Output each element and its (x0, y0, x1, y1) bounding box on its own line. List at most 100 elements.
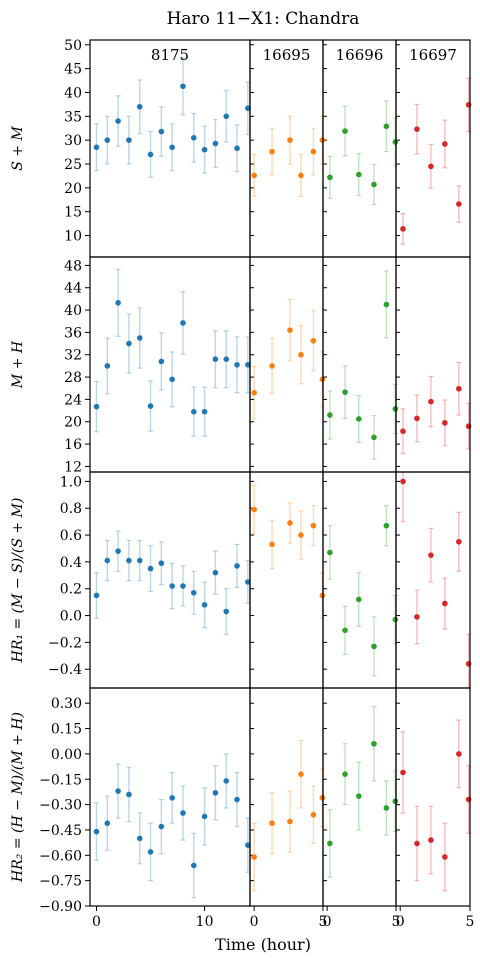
data-point-8175-row-3-pt-14 (245, 842, 251, 848)
data-point-16697-row-1-pt-3 (442, 420, 448, 426)
data-point-8175-row-2-pt-4 (136, 557, 143, 564)
y-axis-label-row-2: HR₁ = (M − S)/(S + M) (10, 498, 26, 664)
data-point-8175-row-2-pt-13 (234, 563, 240, 569)
data-point-16696-row-3-pt-0 (327, 840, 333, 847)
data-point-16695-row-3-pt-5 (319, 795, 326, 801)
x-tick-label-16696: 5 (392, 914, 401, 930)
data-point-16696-row-0-pt-1 (342, 128, 348, 134)
data-point-16695-row-0-pt-3 (298, 172, 304, 179)
y-tick-label-row-0: 40 (64, 85, 82, 101)
panel-frame-row-2-col-0 (89, 471, 251, 689)
data-point-8175-row-0-pt-6 (158, 128, 165, 135)
data-point-8175-row-3-pt-2 (115, 788, 121, 794)
data-point-8175-row-1-pt-10 (201, 408, 208, 415)
data-point-16696-row-1-pt-4 (383, 301, 390, 308)
y-tick-label-row-0: 20 (64, 181, 82, 197)
data-point-8175-row-0-pt-7 (169, 144, 175, 151)
obsid-label-8175: 8175 (151, 46, 189, 64)
y-tick-label-row-3: 0.15 (51, 722, 82, 738)
data-point-8175-row-1-pt-7 (169, 376, 175, 383)
data-point-16695-row-3-pt-4 (310, 811, 317, 818)
y-tick-label-row-1: 36 (64, 325, 82, 341)
data-point-16695-row-3-pt-1 (269, 820, 275, 826)
data-point-8175-row-0-pt-2 (115, 118, 121, 124)
data-point-16696-row-3-pt-2 (356, 793, 362, 799)
data-point-16696-row-2-pt-5 (392, 616, 399, 623)
data-point-8175-row-0-pt-8 (180, 83, 186, 90)
y-tick-label-row-1: 28 (64, 370, 82, 386)
data-point-8175-row-3-pt-5 (147, 849, 154, 855)
x-tick-label-16696: 0 (323, 914, 332, 930)
y-tick-label-row-3: −0.30 (39, 798, 82, 814)
data-point-8175-row-2-pt-8 (180, 583, 186, 589)
data-point-16696-row-2-pt-4 (383, 522, 390, 529)
data-point-16697-row-2-pt-1 (414, 614, 420, 620)
y-tick-label-row-3: 0.30 (51, 696, 82, 712)
data-point-16697-row-2-pt-3 (442, 600, 448, 607)
data-point-16697-row-1-pt-2 (428, 398, 434, 405)
data-point-8175-row-1-pt-13 (234, 361, 240, 368)
data-point-16695-row-0-pt-0 (251, 172, 257, 179)
y-tick-label-row-3: −0.60 (39, 848, 82, 864)
y-tick-label-row-3: −0.75 (39, 874, 82, 890)
y-axis-label-row-3: HR₂ = (H − M)/(M + H) (10, 712, 26, 883)
figure-title: Haro 11−X1: Chandra (167, 9, 360, 29)
data-point-8175-row-1-pt-3 (126, 340, 132, 347)
data-point-16697-row-0-pt-0 (400, 226, 406, 232)
data-point-16696-row-0-pt-2 (356, 171, 362, 178)
data-point-16697-row-3-pt-2 (428, 837, 434, 843)
data-point-8175-row-2-pt-9 (190, 589, 197, 596)
data-point-8175-row-1-pt-2 (115, 299, 121, 306)
x-tick-label-16697: 5 (466, 914, 475, 930)
data-point-8175-row-3-pt-0 (93, 828, 100, 835)
data-point-16695-row-0-pt-5 (319, 137, 326, 143)
x-tick-label-16697: 0 (396, 914, 405, 930)
data-point-16695-row-2-pt-1 (269, 541, 275, 548)
y-tick-label-row-2: −0.2 (48, 635, 82, 651)
y-tick-label-row-1: 20 (64, 415, 82, 431)
panel-frame-row-3-col-3 (395, 687, 471, 907)
data-point-8175-row-2-pt-14 (245, 579, 251, 585)
data-point-8175-row-3-pt-9 (190, 862, 197, 869)
data-point-16696-row-3-pt-1 (342, 771, 348, 777)
x-axis-label: Time (hour) (215, 935, 311, 954)
y-tick-label-row-1: 40 (64, 303, 82, 319)
data-point-8175-row-0-pt-10 (201, 146, 208, 153)
data-point-16695-row-2-pt-5 (319, 592, 326, 599)
data-point-16697-row-3-pt-0 (400, 769, 406, 776)
y-tick-label-row-0: 25 (64, 157, 82, 173)
data-point-16696-row-0-pt-0 (327, 174, 333, 181)
panel-frame-row-0-col-3 (395, 39, 471, 258)
data-point-16697-row-1-pt-4 (456, 385, 462, 392)
data-point-16696-row-0-pt-3 (371, 181, 377, 188)
data-point-8175-row-3-pt-8 (180, 810, 186, 816)
y-tick-label-row-0: 35 (64, 109, 82, 125)
data-point-8175-row-0-pt-5 (147, 151, 154, 158)
y-tick-label-row-1: 24 (64, 392, 82, 408)
y-tick-label-row-2: 0.4 (60, 555, 82, 571)
data-point-8175-row-3-pt-10 (201, 813, 208, 820)
data-point-16697-row-2-pt-2 (428, 552, 434, 558)
data-point-16696-row-3-pt-4 (383, 805, 390, 811)
data-point-16696-row-3-pt-5 (392, 798, 399, 805)
x-tick-label-16695: 5 (319, 914, 328, 930)
x-tick-label-8175: 0 (92, 914, 101, 930)
panel-frame-row-2-col-3 (395, 471, 471, 689)
data-point-16696-row-2-pt-0 (327, 549, 333, 556)
data-point-8175-row-0-pt-0 (93, 144, 100, 151)
data-point-8175-row-3-pt-7 (169, 795, 175, 801)
panel-frame-row-2-col-1 (249, 471, 324, 689)
data-point-16696-row-1-pt-1 (342, 389, 348, 395)
data-point-16695-row-1-pt-0 (251, 389, 257, 396)
data-point-8175-row-1-pt-9 (190, 408, 197, 415)
data-point-16695-row-1-pt-4 (310, 337, 317, 344)
y-tick-label-row-1: 44 (64, 281, 82, 297)
obsid-label-16697: 16697 (409, 46, 457, 64)
y-tick-label-row-1: 12 (64, 459, 82, 475)
data-point-16697-row-1-pt-1 (414, 415, 420, 422)
data-point-8175-row-3-pt-11 (212, 789, 219, 796)
data-point-8175-row-1-pt-0 (93, 403, 100, 410)
data-point-8175-row-1-pt-6 (158, 358, 165, 365)
